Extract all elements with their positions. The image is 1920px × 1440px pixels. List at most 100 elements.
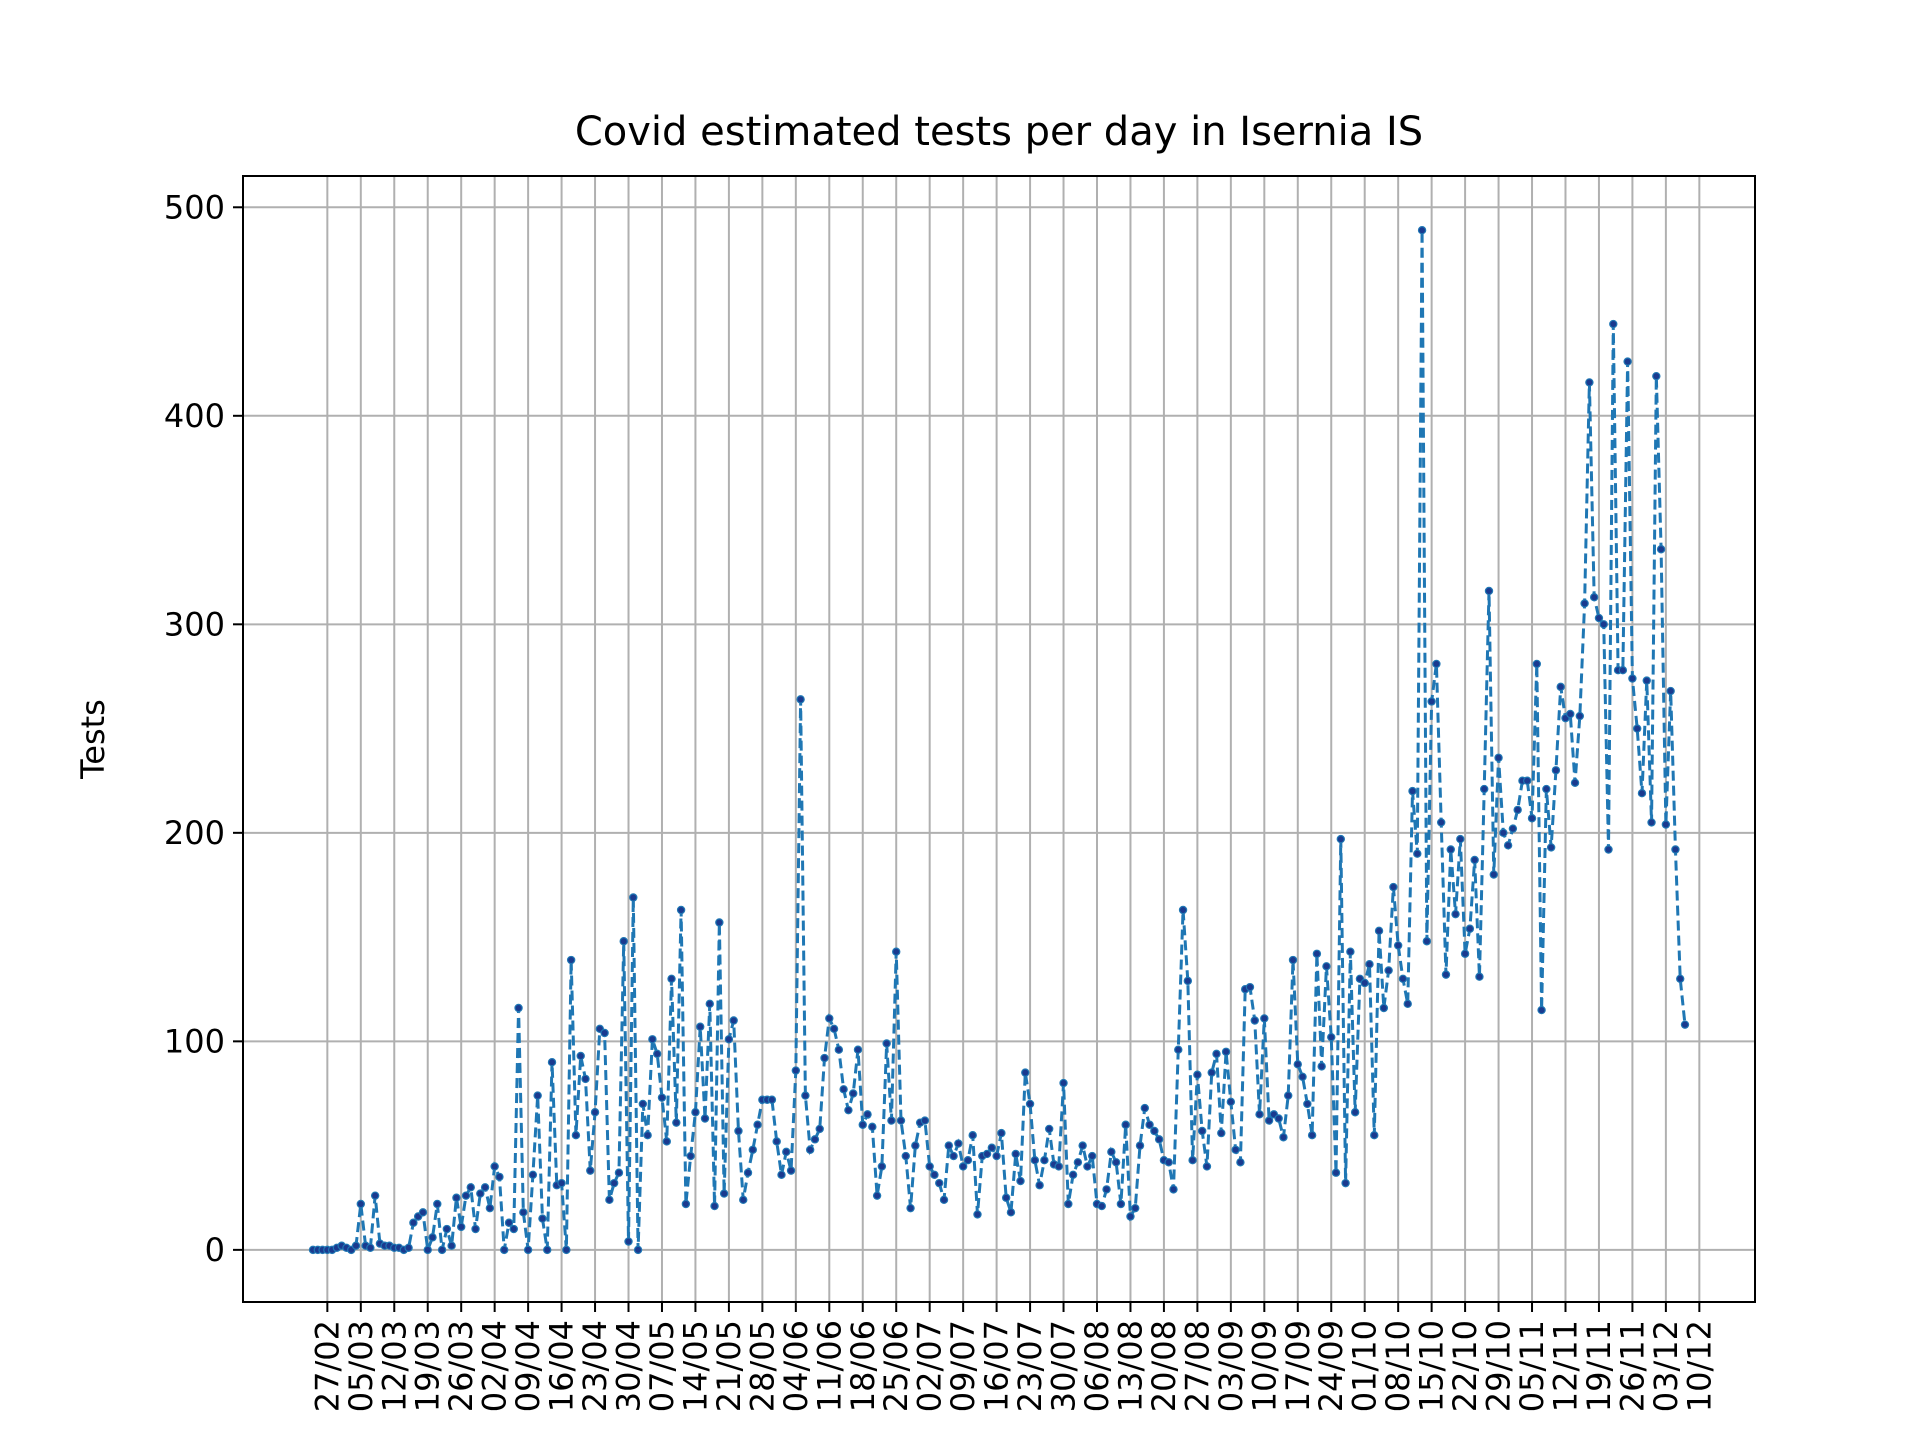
data-point (681, 1199, 691, 1209)
data-point (1604, 845, 1613, 854)
x-tick-label: 19/11 (1580, 1320, 1618, 1412)
data-point (911, 1141, 920, 1150)
data-point (557, 1178, 566, 1188)
data-point (1360, 978, 1369, 988)
data-point (1642, 676, 1651, 685)
data-point (1470, 855, 1479, 865)
data-point (1121, 1120, 1130, 1129)
data-point (1021, 1068, 1030, 1077)
data-point (1236, 1158, 1245, 1167)
x-tick-label: 01/10 (1346, 1320, 1384, 1412)
data-point (939, 1195, 949, 1205)
data-point (954, 1139, 963, 1148)
data-point (533, 1091, 542, 1100)
data-point (734, 1126, 743, 1136)
data-point (433, 1199, 442, 1209)
data-point (466, 1183, 475, 1192)
x-tick-label: 07/05 (643, 1320, 681, 1412)
data-point (1647, 818, 1656, 827)
data-point (1465, 924, 1475, 933)
data-point (514, 1003, 523, 1013)
data-point (1178, 905, 1188, 915)
x-tick-label: 11/06 (810, 1320, 848, 1412)
y-tick-label: 500 (164, 188, 225, 226)
data-point (418, 1208, 428, 1217)
data-point (504, 1218, 514, 1227)
data-point (1126, 1212, 1135, 1221)
x-tick-label: 06/08 (1078, 1320, 1116, 1412)
data-point (1293, 1060, 1302, 1069)
data-point (1408, 786, 1417, 796)
data-point (452, 1193, 461, 1202)
data-point (1432, 659, 1441, 669)
data-point (1059, 1078, 1068, 1088)
data-point (786, 1166, 796, 1175)
data-point (1494, 753, 1503, 762)
data-point (1164, 1158, 1173, 1167)
data-point (566, 955, 576, 965)
x-tick-label: 27/08 (1178, 1320, 1216, 1412)
data-point (1030, 1156, 1040, 1165)
x-tick-label: 19/03 (409, 1320, 447, 1412)
y-tick-label: 200 (164, 814, 225, 852)
data-point (562, 1245, 571, 1255)
y-axis-label: Tests (74, 699, 112, 780)
data-point (1599, 620, 1608, 629)
data-point (1006, 1208, 1016, 1217)
data-point (1341, 1178, 1350, 1188)
x-axis: 27/0205/0312/0319/0326/0302/0409/0416/04… (308, 1302, 1718, 1412)
data-point (1288, 955, 1298, 965)
data-point (892, 947, 901, 956)
data-point (715, 918, 724, 927)
data-point (476, 1189, 485, 1198)
x-tick-label: 23/04 (576, 1320, 614, 1412)
data-point (633, 1245, 643, 1255)
data-point (1637, 789, 1647, 798)
data-point (920, 1116, 930, 1125)
x-tick-label: 02/07 (911, 1320, 949, 1412)
data-point (863, 1110, 872, 1119)
data-point (1088, 1151, 1097, 1161)
data-point (963, 1156, 973, 1165)
data-point (1221, 1047, 1231, 1056)
data-point (1078, 1141, 1087, 1150)
data-point (691, 1108, 700, 1117)
data-point (1546, 843, 1556, 852)
y-tick-label: 100 (164, 1022, 225, 1060)
data-point (442, 1224, 452, 1234)
data-point (1374, 926, 1384, 936)
data-point (1537, 1005, 1546, 1015)
data-point (1217, 1128, 1226, 1138)
x-tick-label: 14/05 (676, 1320, 714, 1412)
data-point (982, 1149, 992, 1159)
data-point (667, 974, 676, 984)
data-point (810, 1135, 820, 1144)
x-tick-label: 25/06 (877, 1320, 915, 1412)
data-point (1365, 960, 1374, 969)
data-point (820, 1053, 829, 1063)
data-point (1035, 1181, 1044, 1190)
data-point (500, 1245, 509, 1255)
data-point (1016, 1176, 1025, 1186)
data-point (1331, 1168, 1341, 1177)
x-tick-label: 18/06 (844, 1320, 882, 1412)
data-point (609, 1178, 619, 1188)
data-point (543, 1245, 552, 1255)
data-point (1054, 1162, 1063, 1171)
data-point (1556, 682, 1565, 692)
data-point (1135, 1141, 1145, 1150)
data-point (581, 1074, 590, 1084)
x-tick-label: 10/12 (1680, 1320, 1718, 1412)
data-point (1044, 1124, 1054, 1134)
data-point (1513, 805, 1522, 815)
y-tick-label: 0 (205, 1231, 225, 1269)
data-point (1441, 970, 1451, 979)
data-point (1422, 937, 1432, 946)
data-point (653, 1049, 662, 1059)
plot-area (308, 226, 1690, 1255)
data-point (1475, 972, 1484, 981)
data-point (1628, 674, 1637, 683)
data-point (1279, 1133, 1288, 1142)
series-line (313, 230, 1687, 1252)
data-point (1680, 1020, 1690, 1029)
